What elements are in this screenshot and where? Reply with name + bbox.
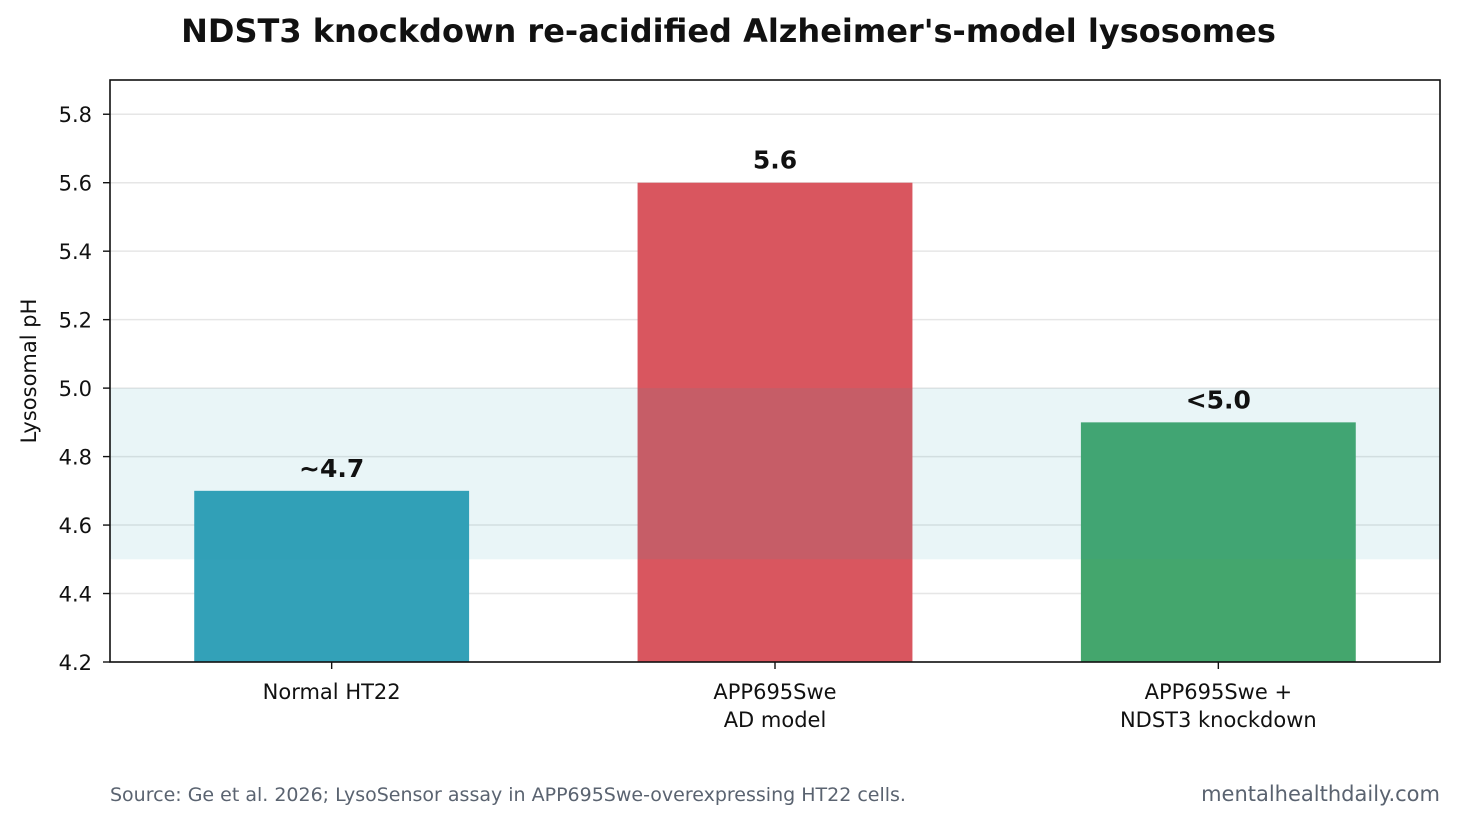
y-tick-label-4: 5.0 (59, 377, 92, 401)
data-label-0: ~4.7 (299, 454, 364, 483)
x-tick-label-0: Normal HT22 (263, 680, 401, 704)
y-tick-label-2: 4.6 (59, 514, 92, 538)
source-note: Source: Ge et al. 2026; LysoSensor assay… (110, 784, 906, 806)
y-tick-label-8: 5.8 (59, 103, 92, 127)
data-label-1: 5.6 (753, 146, 797, 175)
bar-1 (637, 182, 913, 663)
x-tick-label-1: APP695Swe AD model (713, 680, 836, 732)
bar-0 (194, 490, 470, 662)
site-credit: mentalhealthdaily.com (1201, 782, 1440, 806)
y-axis-label: Lysosomal pH (17, 299, 41, 444)
y-tick-label-6: 5.4 (59, 240, 92, 264)
y-tick-label-5: 5.2 (59, 309, 92, 333)
bar-layer (194, 182, 1356, 663)
y-tick-label-3: 4.8 (59, 446, 92, 470)
band-layer (110, 388, 1440, 560)
bar-2 (1080, 422, 1356, 662)
axis-layer: 4.2 4.4 4.6 4.8 5.0 5.2 5.4 5.6 5.8 Normal HT22 AP… (59, 79, 1441, 732)
reference-band (110, 388, 1440, 560)
chart-title: NDST3 knockdown re-acidified Alzheimer's… (181, 12, 1276, 50)
y-tick-label-7: 5.6 (59, 172, 92, 196)
y-tick-label-1: 4.4 (59, 583, 92, 607)
y-tick-label-0: 4.2 (59, 651, 92, 675)
x-tick-label-2: APP695Swe + NDST3 knockdown (1120, 680, 1317, 732)
data-label-2: <5.0 (1186, 385, 1251, 414)
label-layer: ~4.7 5.6 <5.0 (299, 146, 1251, 483)
